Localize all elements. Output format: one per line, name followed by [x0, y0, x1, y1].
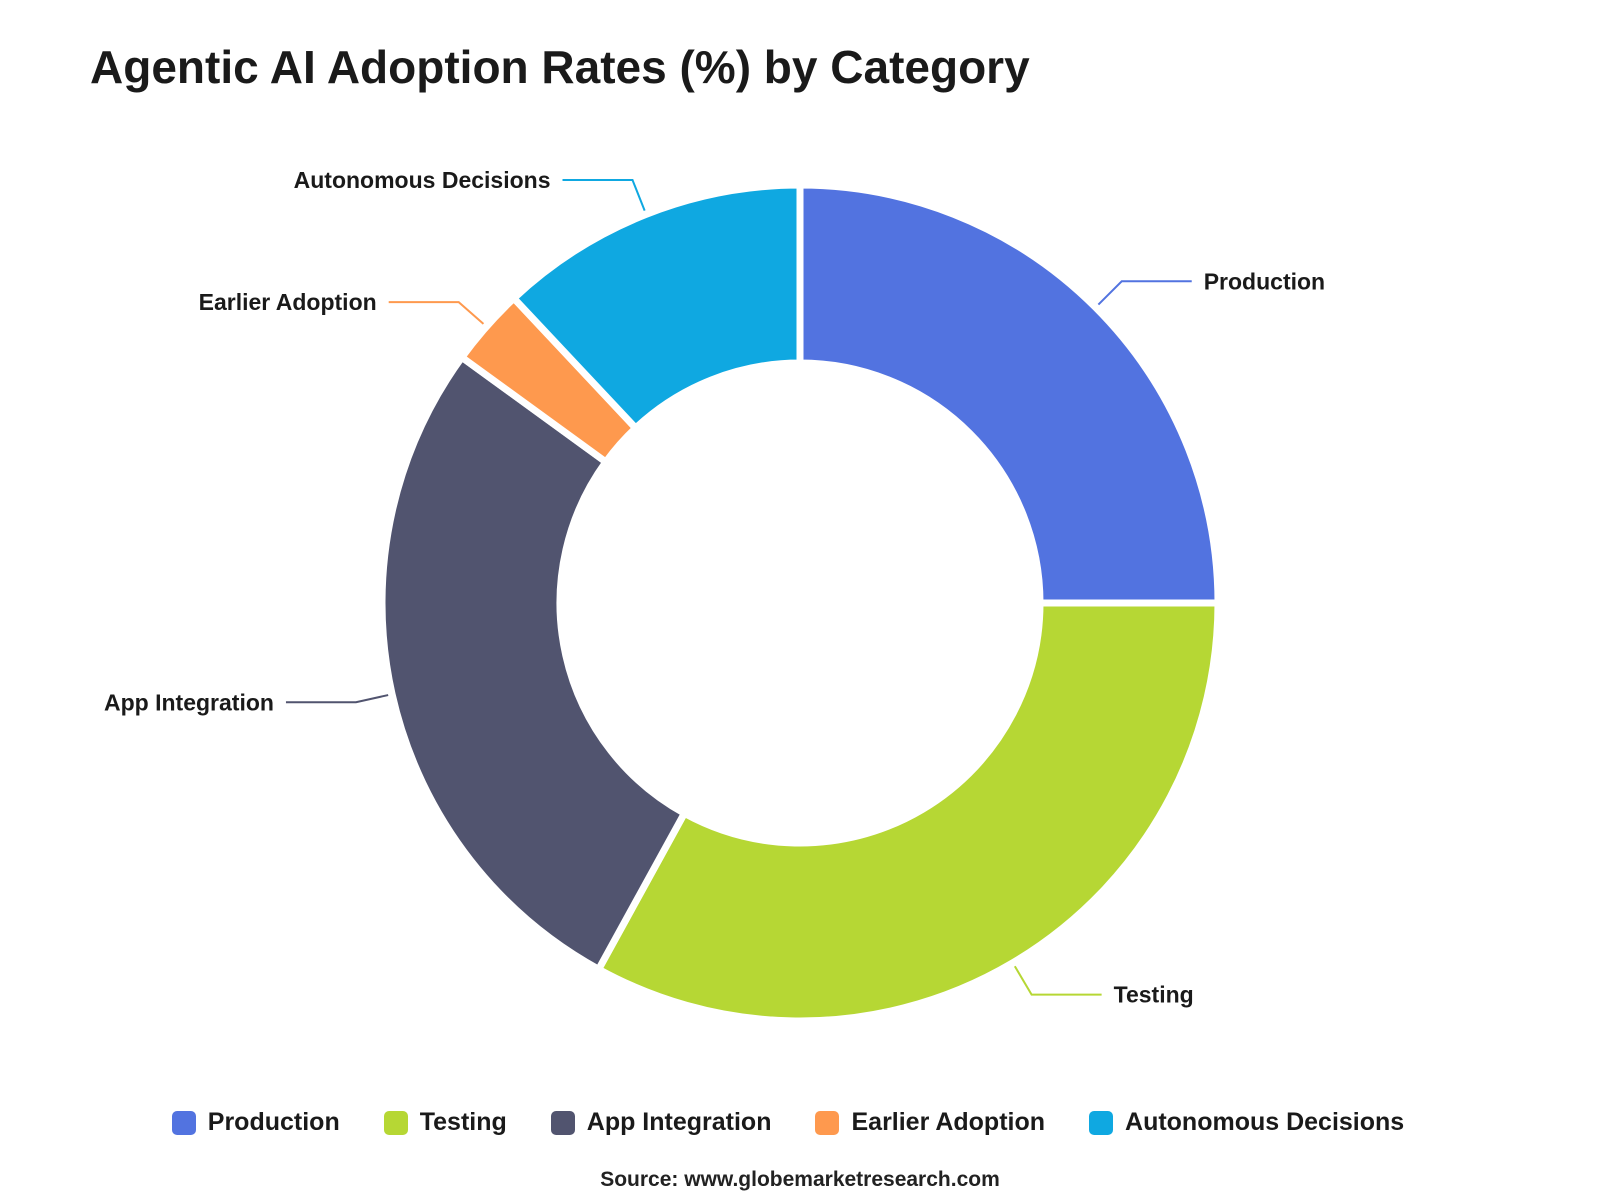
slice-testing[interactable]: [595, 599, 1222, 1025]
legend-label: Testing: [419, 1108, 507, 1136]
chart-legend: Production Testing App Integration Earlier …: [0, 1108, 1588, 1137]
legend-item-app-integration[interactable]: App Integration: [550, 1108, 772, 1137]
legend-item-production[interactable]: Production: [171, 1108, 340, 1137]
legend-item-earlier-adoption[interactable]: Earlier Adoption: [815, 1108, 1045, 1137]
leader-line-autonomous-decisions: [562, 178, 646, 212]
donut-slices: [378, 181, 1222, 1025]
source-note: Source: www.globemarketresearch.com: [600, 1168, 1000, 1191]
legend-label: Earlier Adoption: [851, 1108, 1046, 1136]
leader-line-production: [1097, 280, 1192, 306]
legend-item-autonomous-decisions[interactable]: Autonomous Decisions: [1089, 1108, 1404, 1137]
legend-label: Production: [207, 1108, 340, 1136]
legend-swatch: [550, 1110, 575, 1135]
callout-label-autonomous-decisions: Autonomous Decisions: [294, 167, 551, 193]
legend-label: Autonomous Decisions: [1125, 1108, 1405, 1136]
slice-production[interactable]: [796, 181, 1222, 607]
legend-swatch: [383, 1110, 408, 1135]
leader-line-earlier-adoption: [388, 301, 485, 325]
legend-swatch: [1089, 1110, 1114, 1135]
legend-item-testing[interactable]: Testing: [383, 1108, 507, 1137]
legend-swatch: [171, 1110, 196, 1135]
legend-swatch: [815, 1110, 840, 1135]
leader-line-app-integration: [285, 694, 389, 704]
callout-label-app-integration: App Integration: [104, 689, 274, 715]
callout-label-production: Production: [1204, 268, 1325, 294]
slice-app-integration[interactable]: [378, 353, 688, 973]
callout-label-testing: Testing: [1114, 982, 1194, 1008]
chart-title: Agentic AI Adoption Rates (%) by Categor…: [90, 41, 1030, 93]
callout-label-earlier-adoption: Earlier Adoption: [199, 289, 377, 315]
slice-autonomous-decisions[interactable]: [510, 181, 804, 432]
legend-label: App Integration: [586, 1108, 772, 1136]
leader-line-testing: [1013, 965, 1102, 996]
donut-callouts: Production Testing App Integration Earlier …: [104, 167, 1325, 1008]
